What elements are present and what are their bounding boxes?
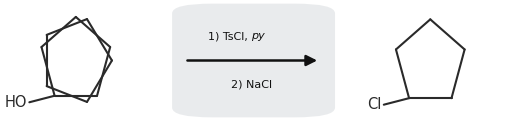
Text: 1) TsCl,: 1) TsCl, — [208, 31, 251, 41]
Text: Cl: Cl — [367, 97, 382, 112]
FancyBboxPatch shape — [172, 4, 335, 117]
Text: 2) NaCl: 2) NaCl — [231, 80, 272, 90]
Text: py: py — [251, 31, 265, 41]
Text: HO: HO — [5, 95, 27, 110]
